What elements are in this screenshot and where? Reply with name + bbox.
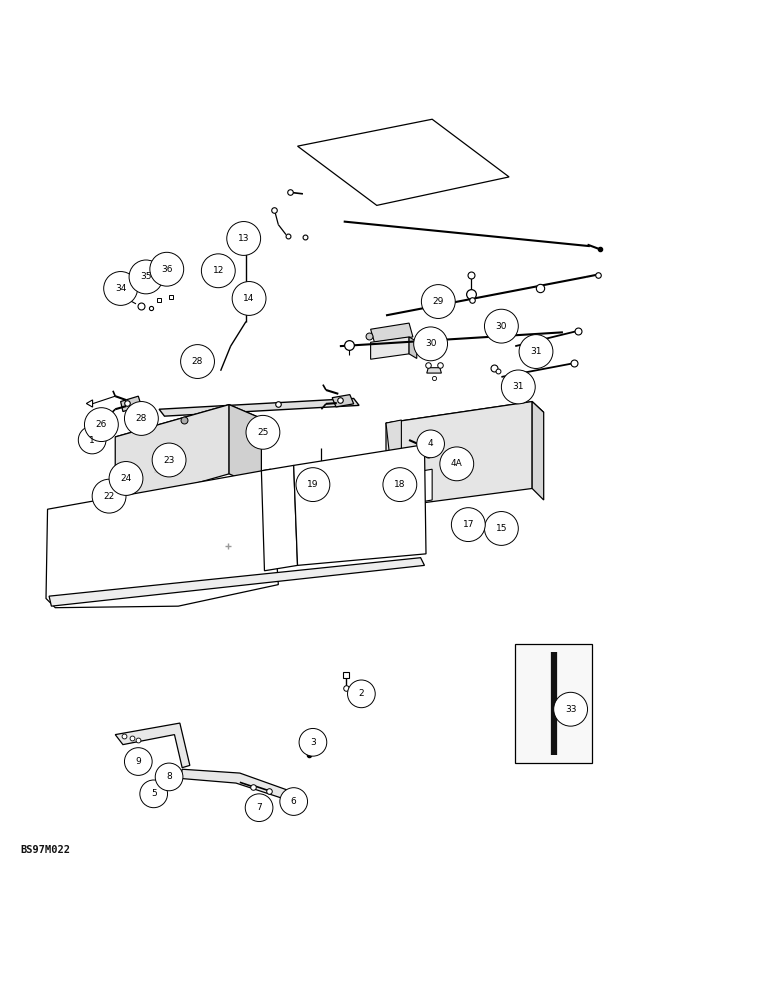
- Text: 6: 6: [291, 797, 296, 806]
- Text: 28: 28: [192, 357, 203, 366]
- Text: 36: 36: [161, 265, 172, 274]
- Polygon shape: [120, 396, 141, 412]
- Circle shape: [150, 252, 184, 286]
- Text: 33: 33: [565, 705, 577, 714]
- Text: 5: 5: [151, 789, 157, 798]
- Text: 26: 26: [96, 420, 107, 429]
- Text: 23: 23: [164, 456, 174, 465]
- Circle shape: [140, 780, 168, 808]
- Polygon shape: [115, 723, 190, 768]
- Polygon shape: [293, 445, 426, 565]
- Circle shape: [227, 222, 261, 255]
- Text: 13: 13: [238, 234, 249, 243]
- Text: 17: 17: [462, 520, 474, 529]
- Polygon shape: [386, 469, 432, 508]
- Circle shape: [501, 370, 535, 404]
- Text: 34: 34: [115, 284, 127, 293]
- Text: 35: 35: [141, 272, 152, 281]
- Text: 30: 30: [425, 339, 436, 348]
- Text: BS97M022: BS97M022: [21, 845, 70, 855]
- Text: 22: 22: [103, 492, 115, 501]
- Text: 24: 24: [120, 474, 132, 483]
- Polygon shape: [371, 323, 413, 342]
- Text: 25: 25: [257, 428, 269, 437]
- Polygon shape: [386, 402, 532, 508]
- Polygon shape: [409, 337, 417, 358]
- Text: 1: 1: [90, 436, 95, 445]
- Circle shape: [414, 327, 448, 361]
- Text: 30: 30: [496, 322, 507, 331]
- Polygon shape: [49, 558, 425, 606]
- Text: 4A: 4A: [451, 459, 462, 468]
- Circle shape: [103, 272, 137, 305]
- Polygon shape: [229, 405, 262, 488]
- Circle shape: [109, 462, 143, 495]
- Text: BATT: BATT: [154, 469, 169, 474]
- Text: 9: 9: [135, 757, 141, 766]
- FancyBboxPatch shape: [515, 644, 592, 763]
- Circle shape: [152, 443, 186, 477]
- Polygon shape: [386, 420, 401, 458]
- Circle shape: [78, 426, 106, 454]
- Text: 19: 19: [307, 480, 319, 489]
- Text: 3: 3: [310, 738, 316, 747]
- Polygon shape: [427, 368, 442, 373]
- Text: 12: 12: [212, 266, 224, 275]
- Circle shape: [232, 282, 266, 315]
- Circle shape: [181, 345, 215, 378]
- Circle shape: [84, 408, 118, 442]
- Text: 18: 18: [394, 480, 405, 489]
- Text: 14: 14: [243, 294, 255, 303]
- Text: 7: 7: [256, 803, 262, 812]
- Circle shape: [299, 728, 327, 756]
- Circle shape: [554, 692, 587, 726]
- Polygon shape: [181, 769, 293, 802]
- Circle shape: [485, 309, 518, 343]
- Polygon shape: [115, 405, 262, 451]
- Circle shape: [245, 794, 273, 822]
- Text: 31: 31: [530, 347, 542, 356]
- Circle shape: [485, 512, 518, 545]
- Text: 2: 2: [358, 689, 364, 698]
- Circle shape: [129, 260, 163, 294]
- Text: 4: 4: [428, 439, 433, 448]
- Circle shape: [124, 402, 158, 435]
- Polygon shape: [297, 119, 509, 205]
- Circle shape: [155, 763, 183, 791]
- Text: 28: 28: [136, 414, 147, 423]
- Polygon shape: [262, 465, 297, 571]
- Circle shape: [279, 788, 307, 815]
- Polygon shape: [115, 405, 229, 506]
- Polygon shape: [386, 402, 543, 434]
- Circle shape: [246, 415, 279, 449]
- Circle shape: [124, 748, 152, 775]
- Circle shape: [347, 680, 375, 708]
- Circle shape: [92, 479, 126, 513]
- Polygon shape: [332, 395, 354, 407]
- Text: 8: 8: [166, 772, 172, 781]
- Text: 15: 15: [496, 524, 507, 533]
- Circle shape: [417, 430, 445, 458]
- Circle shape: [519, 335, 553, 368]
- Text: 31: 31: [513, 382, 524, 391]
- Circle shape: [296, 468, 330, 502]
- Circle shape: [201, 254, 235, 288]
- Polygon shape: [532, 402, 543, 500]
- Circle shape: [452, 508, 486, 542]
- Circle shape: [440, 447, 474, 481]
- Circle shape: [383, 468, 417, 502]
- Circle shape: [422, 285, 455, 318]
- Polygon shape: [46, 469, 279, 608]
- Text: 29: 29: [432, 297, 444, 306]
- Polygon shape: [159, 398, 359, 416]
- Polygon shape: [371, 337, 409, 359]
